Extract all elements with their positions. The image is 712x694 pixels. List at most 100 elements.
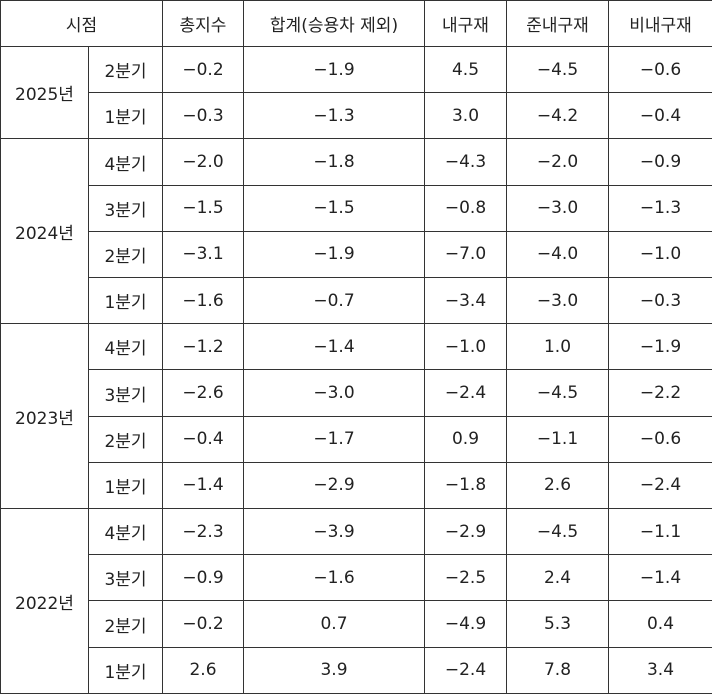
value-cell: −0.6 [608, 415, 712, 463]
table-row: 3분기 −0.9 −1.6 −2.5 2.4 −1.4 [1, 554, 712, 602]
header-cell: 합계(승용차 제외) [243, 0, 425, 47]
value-cell: −1.9 [243, 45, 425, 94]
value-cell: −0.6 [608, 45, 712, 94]
header-cell: 준내구재 [506, 0, 609, 47]
quarter-cell: 4분기 [88, 138, 163, 186]
value-cell: −1.4 [243, 323, 425, 371]
value-cell: −2.9 [424, 508, 507, 556]
value-cell: −0.9 [608, 138, 712, 186]
value-cell: −1.5 [162, 184, 244, 232]
quarter-cell: 4분기 [88, 323, 163, 371]
value-cell: −1.4 [162, 461, 244, 510]
year-cell: 2022년 [0, 508, 89, 694]
value-cell: −1.7 [243, 415, 425, 463]
value-cell: 0.4 [608, 600, 712, 648]
value-cell: 0.9 [424, 415, 507, 463]
value-cell: −1.4 [608, 554, 712, 602]
value-cell: −0.8 [424, 184, 507, 232]
value-cell: −4.3 [424, 138, 507, 186]
value-cell: 0.7 [243, 600, 425, 648]
quarter-cell: 3분기 [88, 369, 163, 417]
value-cell: −1.3 [243, 92, 425, 140]
value-cell: −1.6 [243, 554, 425, 602]
value-cell: 3.4 [608, 646, 712, 694]
quarter-cell: 1분기 [88, 646, 163, 694]
value-cell: −0.4 [162, 415, 244, 463]
value-cell: −7.0 [424, 230, 507, 279]
quarter-cell: 1분기 [88, 461, 163, 510]
table-row: 1분기 −1.6 −0.7 −3.4 −3.0 −0.3 [1, 277, 712, 325]
value-cell: −1.2 [162, 323, 244, 371]
value-cell: −1.3 [608, 184, 712, 232]
value-cell: −3.0 [243, 369, 425, 417]
value-cell: −3.9 [243, 508, 425, 556]
value-cell: 5.3 [506, 600, 609, 648]
value-cell: −2.3 [162, 508, 244, 556]
value-cell: −1.6 [162, 277, 244, 325]
value-cell: −2.4 [424, 369, 507, 417]
value-cell: −4.9 [424, 600, 507, 648]
header-cell: 시점 [0, 0, 163, 47]
value-cell: −4.5 [506, 508, 609, 556]
value-cell: −3.4 [424, 277, 507, 325]
quarter-cell: 1분기 [88, 92, 163, 140]
value-cell: −3.0 [506, 277, 609, 325]
value-cell: 2.6 [506, 461, 609, 510]
value-cell: −4.5 [506, 45, 609, 94]
table-row: 2023년 4분기 −1.2 −1.4 −1.0 1.0 −1.9 [0, 323, 712, 510]
value-cell: −1.0 [608, 230, 712, 279]
value-cell: 1.0 [506, 323, 609, 371]
value-cell: −1.8 [243, 138, 425, 186]
table-row: 2분기 −0.4 −1.7 0.9 −1.1 −0.6 [1, 415, 712, 463]
value-cell: −3.1 [162, 230, 244, 279]
value-cell: 2.4 [506, 554, 609, 602]
year-cell: 2024년 [0, 138, 89, 325]
value-cell: −0.9 [162, 554, 244, 602]
value-cell: −2.4 [424, 646, 507, 694]
value-cell: −0.4 [608, 92, 712, 140]
header-cell: 총지수 [162, 0, 244, 47]
quarter-cell: 2분기 [88, 45, 163, 94]
table-row: 1분기 −1.4 −2.9 −1.8 2.6 −2.4 [1, 461, 712, 510]
value-cell: 3.0 [424, 92, 507, 140]
quarter-cell: 2분기 [88, 230, 163, 279]
quarter-cell: 3분기 [88, 554, 163, 602]
value-cell: 4.5 [424, 45, 507, 94]
header-cell: 비내구재 [608, 0, 712, 47]
table-row: 3분기 −2.6 −3.0 −2.4 −4.5 −2.2 [1, 369, 712, 417]
value-cell: −2.0 [162, 138, 244, 186]
value-cell: 7.8 [506, 646, 609, 694]
table-row: 2분기 −0.2 0.7 −4.9 5.3 0.4 [1, 600, 712, 648]
value-cell: −0.3 [162, 92, 244, 140]
table-row: 2025년 2분기 −0.2 −1.9 4.5 −4.5 −0.6 [0, 45, 712, 140]
value-cell: −1.5 [243, 184, 425, 232]
table-row: 1분기 −0.3 −1.3 3.0 −4.2 −0.4 [1, 92, 712, 140]
value-cell: −2.6 [162, 369, 244, 417]
quarter-cell: 3분기 [88, 184, 163, 232]
value-cell: −1.0 [424, 323, 507, 371]
table-row: 3분기 −1.5 −1.5 −0.8 −3.0 −1.3 [1, 184, 712, 232]
value-cell: −1.9 [608, 323, 712, 371]
value-cell: −1.1 [506, 415, 609, 463]
header-cell: 내구재 [424, 0, 507, 47]
value-cell: −1.1 [608, 508, 712, 556]
table-row: 1분기 2.6 3.9 −2.4 7.8 3.4 [1, 646, 712, 694]
value-cell: −1.9 [243, 230, 425, 279]
value-cell: −2.5 [424, 554, 507, 602]
table-header: 시점 총지수 합계(승용차 제외) 내구재 준내구재 비내구재 [0, 0, 712, 47]
value-cell: −4.2 [506, 92, 609, 140]
quarter-cell: 1분기 [88, 277, 163, 325]
value-cell: −0.2 [162, 600, 244, 648]
value-cell: −1.8 [424, 461, 507, 510]
year-cell: 2023년 [0, 323, 89, 510]
value-cell: −2.2 [608, 369, 712, 417]
value-cell: −0.2 [162, 45, 244, 94]
quarter-cell: 4분기 [88, 508, 163, 556]
value-cell: −2.9 [243, 461, 425, 510]
value-cell: −4.5 [506, 369, 609, 417]
value-cell: −2.4 [608, 461, 712, 510]
value-cell: 2.6 [162, 646, 244, 694]
table-row: 2022년 4분기 −2.3 −3.9 −2.9 −4.5 −1.1 [0, 508, 712, 694]
value-cell: −0.3 [608, 277, 712, 325]
